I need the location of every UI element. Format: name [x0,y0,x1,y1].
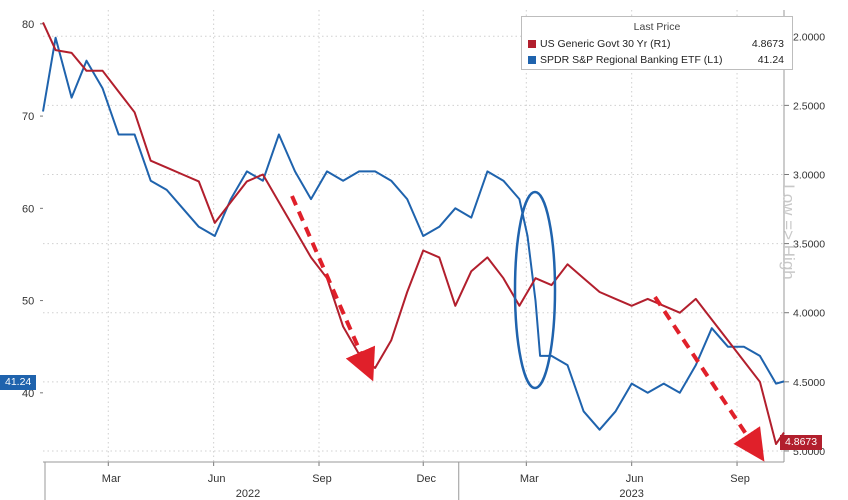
x-tick-label: Mar [520,473,539,485]
legend: Last Price US Generic Govt 30 Yr (R1) 4.… [521,16,793,70]
legend-entry: US Generic Govt 30 Yr (R1) 4.8673 [528,37,784,51]
legend-entry: SPDR S&P Regional Banking ETF (L1) 41.24 [528,53,784,67]
x-tick-label: Mar [102,473,121,485]
left-tick-label: 80 [22,19,34,31]
right-tick-label: 3.0000 [793,169,825,181]
x-tick-label: Jun [208,473,226,485]
year-label: 2022 [236,488,260,500]
annotation-ellipse [513,190,557,390]
left-tick-label: 50 [22,296,34,308]
legend-swatch [528,56,536,64]
regional-banking-etf-line [42,36,785,431]
x-tick-label: Jun [626,473,644,485]
legend-value: 4.8673 [751,38,784,50]
x-tick-label: Dec [416,473,436,485]
right-tick-label: 4.0000 [793,308,825,320]
left-tick-label: 70 [22,111,34,123]
right-axis-label: Low => High [779,184,798,280]
annotation-arrow [290,195,376,382]
left-tick-label: 40 [22,388,34,400]
legend-swatch [528,40,536,48]
right-tick-label: 2.5000 [793,100,825,112]
right-tick-label: 2.0000 [793,31,825,43]
us-30yr-yield-line [42,21,785,445]
x-tick-label: Sep [312,473,332,485]
legend-header: Last Price [633,21,681,33]
right-tick-label: 3.5000 [793,239,825,251]
right-tick-label: 4.5000 [793,377,825,389]
year-label: 2023 [619,488,643,500]
legend-name: SPDR S&P Regional Banking ETF (L1) [540,54,723,66]
left-tick-label: 60 [22,203,34,215]
legend-value: 41.24 [757,54,784,66]
x-tick-label: Sep [730,473,750,485]
left-last-value-badge: 41.24 [0,375,37,390]
legend-name: US Generic Govt 30 Yr (R1) [540,38,671,50]
right-last-value-badge: 4.8673 [780,435,823,450]
annotation-arrow [653,295,765,462]
